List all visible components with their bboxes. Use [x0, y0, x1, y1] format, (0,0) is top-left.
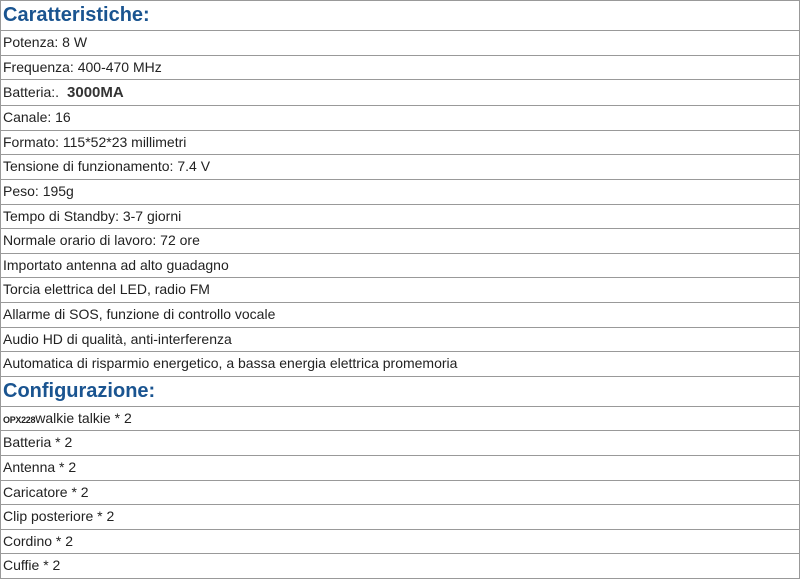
spec-row: Peso: 195g [1, 180, 799, 205]
config-row: Cordino * 2 [1, 530, 799, 555]
model-text: walkie talkie * 2 [35, 410, 132, 426]
caratteristiche-header: Caratteristiche: [1, 1, 799, 31]
spec-row-battery: Batteria:. 3000MA [1, 80, 799, 106]
spec-row: Canale: 16 [1, 106, 799, 131]
spec-table: Caratteristiche: Potenza: 8 W Frequenza:… [0, 0, 800, 579]
spec-row: Tensione di funzionamento: 7.4 V [1, 155, 799, 180]
config-row: Antenna * 2 [1, 456, 799, 481]
config-row: Caricatore * 2 [1, 481, 799, 506]
config-row: Clip posteriore * 2 [1, 505, 799, 530]
spec-row: Tempo di Standby: 3-7 giorni [1, 205, 799, 230]
spec-row: Audio HD di qualità, anti-interferenza [1, 328, 799, 353]
spec-row: Frequenza: 400-470 MHz [1, 56, 799, 81]
battery-label: Batteria:. [3, 83, 59, 103]
spec-row: Formato: 115*52*23 millimetri [1, 131, 799, 156]
spec-row: Allarme di SOS, funzione di controllo vo… [1, 303, 799, 328]
spec-row: Importato antenna ad alto guadagno [1, 254, 799, 279]
spec-row: Normale orario di lavoro: 72 ore [1, 229, 799, 254]
battery-value: 3000MA [67, 82, 124, 103]
config-row: Batteria * 2 [1, 431, 799, 456]
config-row: Cuffie * 2 [1, 554, 799, 578]
spec-row: Torcia elettrica del LED, radio FM [1, 278, 799, 303]
config-row-model: OPX228walkie talkie * 2 [1, 407, 799, 432]
spec-row: Potenza: 8 W [1, 31, 799, 56]
model-code: OPX228 [3, 415, 35, 425]
spec-row: Automatica di risparmio energetico, a ba… [1, 352, 799, 377]
configurazione-header: Configurazione: [1, 377, 799, 407]
